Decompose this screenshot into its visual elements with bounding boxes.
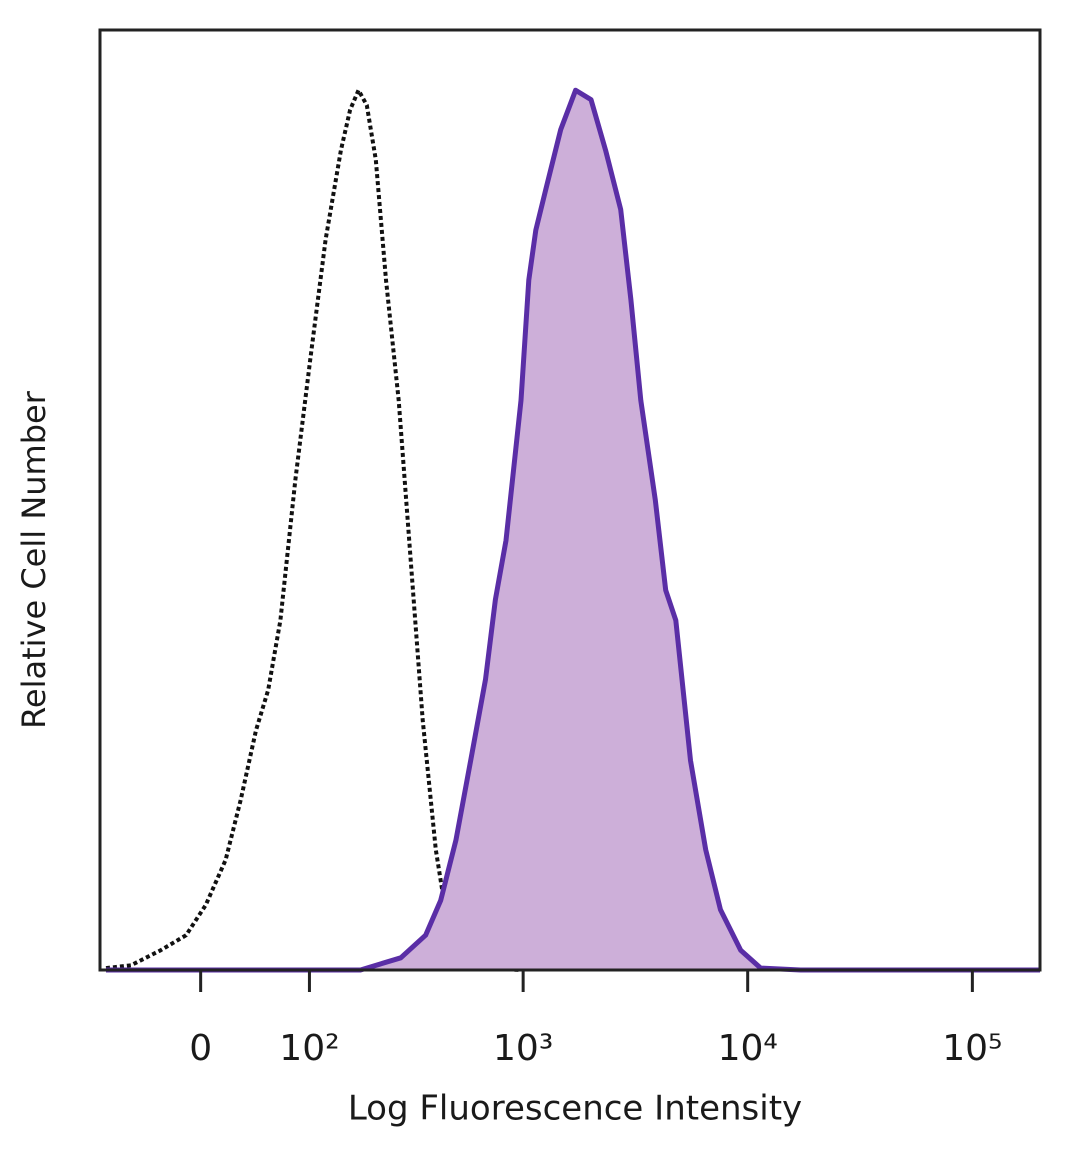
x-tick-label: 10³ <box>493 1028 553 1069</box>
line <box>106 87 1040 973</box>
area <box>106 90 1040 970</box>
y-axis-label: Relative Cell Number <box>15 390 53 729</box>
plot-frame <box>98 28 1042 972</box>
x-axis-label: Log Fluorescence Intensity <box>348 1089 802 1129</box>
x-tick-label: 10⁴ <box>718 1028 778 1069</box>
x-tick-label: 10² <box>279 1028 339 1069</box>
line <box>105 88 522 972</box>
x-tick-label: 10⁵ <box>942 1028 1002 1069</box>
x-tick-label: 0 <box>189 1028 212 1069</box>
